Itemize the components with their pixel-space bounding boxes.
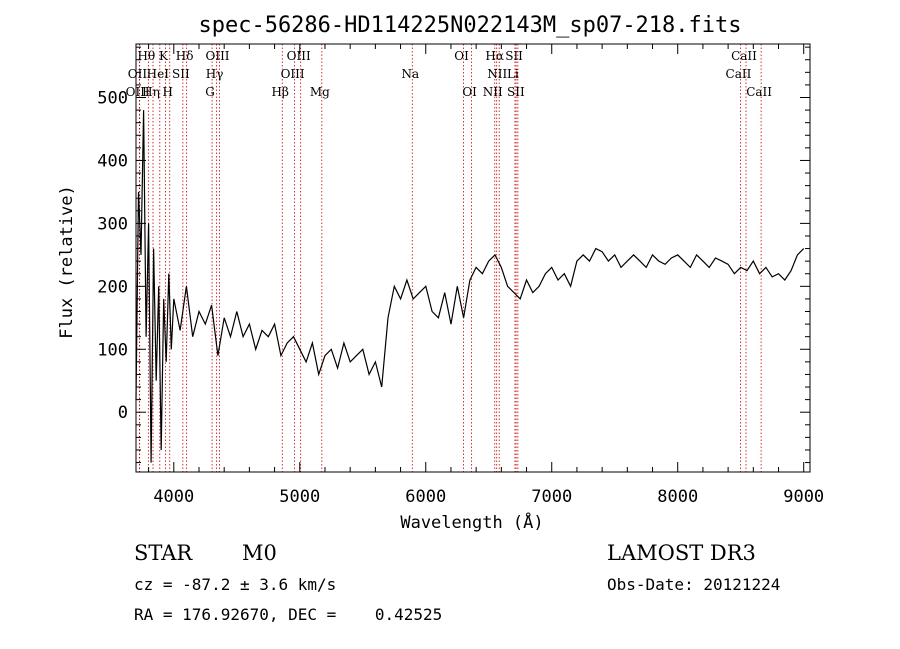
line-label-25: NII xyxy=(483,85,503,99)
line-label-26: SII xyxy=(507,85,525,99)
line-label-22: Hβ xyxy=(272,85,289,99)
x-tick-label-0: 4000 xyxy=(153,487,194,507)
line-label-23: Mg xyxy=(310,85,330,99)
y-tick-label-5: 500 xyxy=(97,89,128,109)
plot-frame xyxy=(135,43,811,473)
y-axis-ticks: 0 100 200 300 400 500 xyxy=(97,46,810,464)
x-tick-label-4: 8000 xyxy=(657,487,698,507)
x-tick-label-5: 9000 xyxy=(783,487,824,507)
y-tick-label-1: 100 xyxy=(97,340,128,360)
line-label-24: OI xyxy=(462,85,477,99)
line-label-10: HeI xyxy=(147,67,170,81)
line-label-18: OIII xyxy=(126,85,150,99)
line-label-12: Hγ xyxy=(206,67,224,81)
line-label-13: OIII xyxy=(281,67,305,81)
line-label-14: Na xyxy=(401,67,419,81)
line-label-15: NII xyxy=(487,67,507,81)
line-label-20: H xyxy=(163,85,173,99)
line-label-6: Hα xyxy=(485,49,504,63)
line-label-16: Li xyxy=(507,67,519,81)
line-label-9: OII xyxy=(128,67,148,81)
line-label-4: OIII xyxy=(287,49,311,63)
line-label-2: Hδ xyxy=(176,49,194,63)
object-subclass: M0 xyxy=(242,541,277,565)
coordinates: RA = 176.92670, DEC = 0.42525 xyxy=(134,605,443,624)
survey-name: LAMOST DR3 xyxy=(607,541,756,565)
line-label-11: SII xyxy=(172,67,190,81)
x-tick-label-2: 6000 xyxy=(405,487,446,507)
line-label-27: CaII xyxy=(746,85,772,99)
line-label-7: SII xyxy=(505,49,523,63)
chart-title: spec-56286-HD114225N022143M_sp07-218.fit… xyxy=(198,13,741,38)
line-label-8: CaII xyxy=(731,49,757,63)
line-label-5: OI xyxy=(454,49,469,63)
object-class: STAR xyxy=(134,541,193,565)
redshift-text: cz = -87.2 ± 3.6 km/s xyxy=(134,575,337,594)
line-label-21: G xyxy=(205,85,215,99)
spectral-line-markers xyxy=(139,44,762,472)
spectrum-line xyxy=(135,110,805,463)
x-axis-ticks: 4000 5000 6000 7000 8000 9000 xyxy=(148,44,824,507)
line-label-1: K xyxy=(159,49,169,63)
line-label-17: CaII xyxy=(726,67,752,81)
y-axis-label: Flux (relative) xyxy=(57,185,77,339)
line-label-0: Hθ xyxy=(137,49,155,63)
x-tick-label-1: 5000 xyxy=(279,487,320,507)
line-label-3: OIII xyxy=(205,49,229,63)
y-tick-label-4: 400 xyxy=(97,151,128,171)
obs-date: Obs-Date: 20121224 xyxy=(607,575,781,594)
y-tick-label-0: 0 xyxy=(118,403,128,423)
y-tick-label-2: 200 xyxy=(97,277,128,297)
x-tick-label-3: 7000 xyxy=(531,487,572,507)
line-label-19: Hη xyxy=(142,85,160,99)
x-axis-label: Wavelength (Å) xyxy=(400,511,543,533)
y-tick-label-3: 300 xyxy=(97,214,128,234)
